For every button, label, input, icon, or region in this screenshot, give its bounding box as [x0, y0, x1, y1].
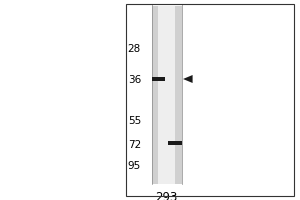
Polygon shape [183, 75, 193, 83]
Text: 72: 72 [128, 140, 141, 150]
Bar [158, 6, 175, 184]
Bar [152, 77, 165, 81]
Text: 36: 36 [128, 75, 141, 85]
Text: 95: 95 [128, 161, 141, 171]
Text: 28: 28 [128, 44, 141, 54]
Text: 55: 55 [128, 116, 141, 126]
Bar [152, 6, 182, 184]
Bar [126, 4, 294, 196]
Bar [168, 141, 182, 145]
Text: 293: 293 [155, 191, 178, 200]
